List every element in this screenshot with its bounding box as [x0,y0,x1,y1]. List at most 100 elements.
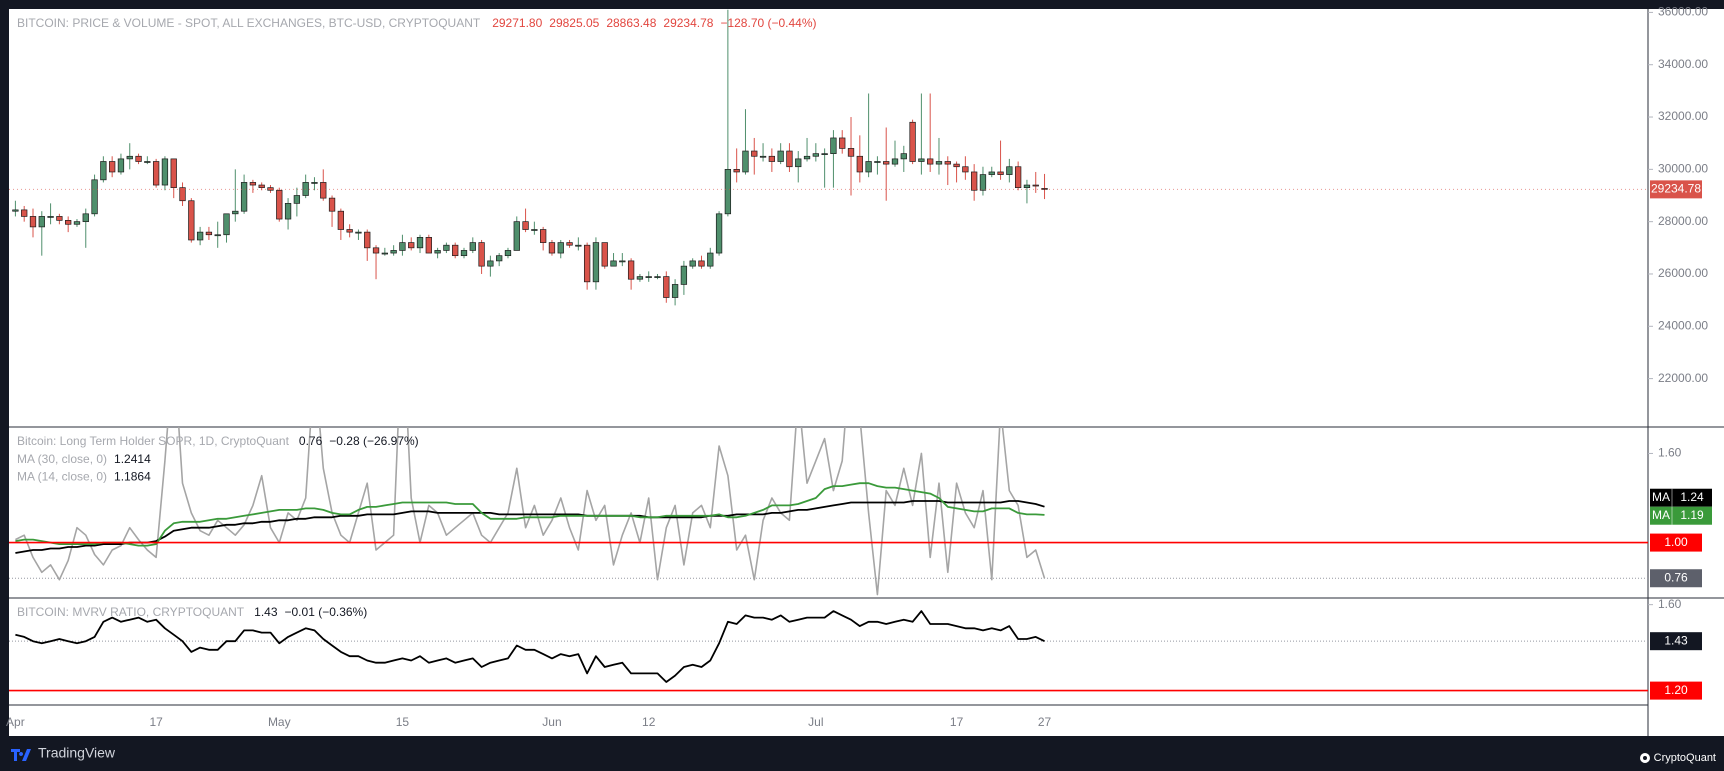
candle-body [47,216,54,218]
cryptoquant-logo [1640,753,1650,763]
candle-body [408,242,415,249]
candle-body [196,231,204,241]
candle-body [698,260,705,267]
candle-body [1041,188,1048,190]
legend-value: 29271.80 [492,16,542,30]
data-line [15,610,1045,683]
legend-value: 1.43 [254,605,278,619]
y-tick-label: 34000.00 [1658,57,1708,71]
candle-body [372,247,380,254]
candle-body [663,276,670,298]
reference-badge: 1.00 [1650,533,1702,552]
y-tick-label: 30000.00 [1658,162,1708,176]
candle-body [496,255,503,262]
candle-body [117,158,125,173]
candle-body [909,121,916,162]
badge-value: 1.43 [1664,633,1688,647]
candle-body [452,244,459,257]
x-tick-label: Jun [542,715,561,729]
candle-body [962,166,969,173]
candle-body [38,216,45,228]
y-tick-label: 22000.00 [1658,371,1708,385]
candle-body [592,242,600,283]
candle-body [548,242,556,254]
candle-body [328,197,336,212]
candle-body [1014,166,1022,189]
legend-title: Bitcoin: Long Term Holder SOPR, 1D, Cryp… [17,434,290,448]
badge-bg [1650,180,1702,199]
candle-body [927,158,934,165]
tradingview-logo [11,749,31,761]
legend-value: 1.2414 [114,452,151,466]
chart-area [9,9,1724,736]
price-badge: MA 1.24 [1650,488,1712,507]
candle-body [232,210,239,215]
y-tick-label: 32000.00 [1658,109,1708,123]
candle-body [144,161,151,163]
y-tick-label: 26000.00 [1658,266,1708,280]
pane [9,427,1648,596]
candle-body [1032,184,1039,187]
x-tick-label: Jul [808,715,823,729]
y-tick-label: 1.60 [1658,446,1682,460]
candle-body [170,158,177,189]
badge-value: 1.19 [1680,508,1704,522]
legend-title: BITCOIN: MVRV RATIO, CRYPTOQUANT [17,605,245,619]
candle-body [284,203,292,220]
candle-body [531,229,538,231]
candle-body [65,220,72,225]
legend-value: 0.76 [299,434,323,448]
candle-body [91,179,98,215]
badge-bg [1650,632,1702,651]
candle-body [469,242,476,251]
badge-value: 1.00 [1664,535,1688,549]
candle-body [434,250,441,254]
badge-tag: MA [1652,490,1670,504]
x-tick-label: 17 [950,715,964,729]
candle-body [390,250,397,254]
x-tick-label: 15 [396,715,410,729]
pane-legend: Bitcoin: Long Term Holder SOPR, 1D, Cryp… [17,434,419,448]
candle-body [759,155,767,158]
candle-body [742,150,749,173]
candle-body [223,213,230,236]
candle-body [803,155,811,160]
candle-body [812,153,819,157]
candle-body [205,231,213,236]
y-tick-label: 28000.00 [1658,214,1708,228]
pane [9,610,1648,683]
candle-body [768,155,776,162]
candle-body [821,153,828,156]
ma-line [15,482,1045,547]
candle-body [566,242,573,246]
badge-bg [1650,488,1712,507]
candle-body [29,216,37,228]
candle-body [214,234,221,237]
candle-body [513,221,520,251]
pane-legend: BITCOIN: PRICE & VOLUME - SPOT, ALL EXCH… [17,16,817,30]
candle-body [583,244,591,283]
candle-body [865,161,872,173]
candle-body [355,231,362,234]
candle-body [795,158,802,168]
legend-value: −128.70 (−0.44%) [720,16,816,30]
candle-body [883,161,890,165]
candle-body [619,260,626,263]
candle-body [179,187,186,202]
candle-body [276,189,283,220]
candle-body [874,161,881,163]
candle-body [839,137,846,149]
pane-legend: BITCOIN: MVRV RATIO, CRYPTOQUANT 1.43 −0.0… [17,605,367,619]
candle-body [786,150,793,168]
candle-body [601,242,608,267]
candle-body [487,260,494,267]
legend-value: 29234.78 [663,16,713,30]
x-tick-label: May [268,715,291,729]
candle-body [891,158,899,165]
legend-name: MA (14, close, 0) [17,470,107,484]
legend-value: 1.1864 [114,470,151,484]
candle-body [971,171,978,191]
y-tick-label: 24000.00 [1658,318,1708,332]
candle-body [575,244,582,247]
